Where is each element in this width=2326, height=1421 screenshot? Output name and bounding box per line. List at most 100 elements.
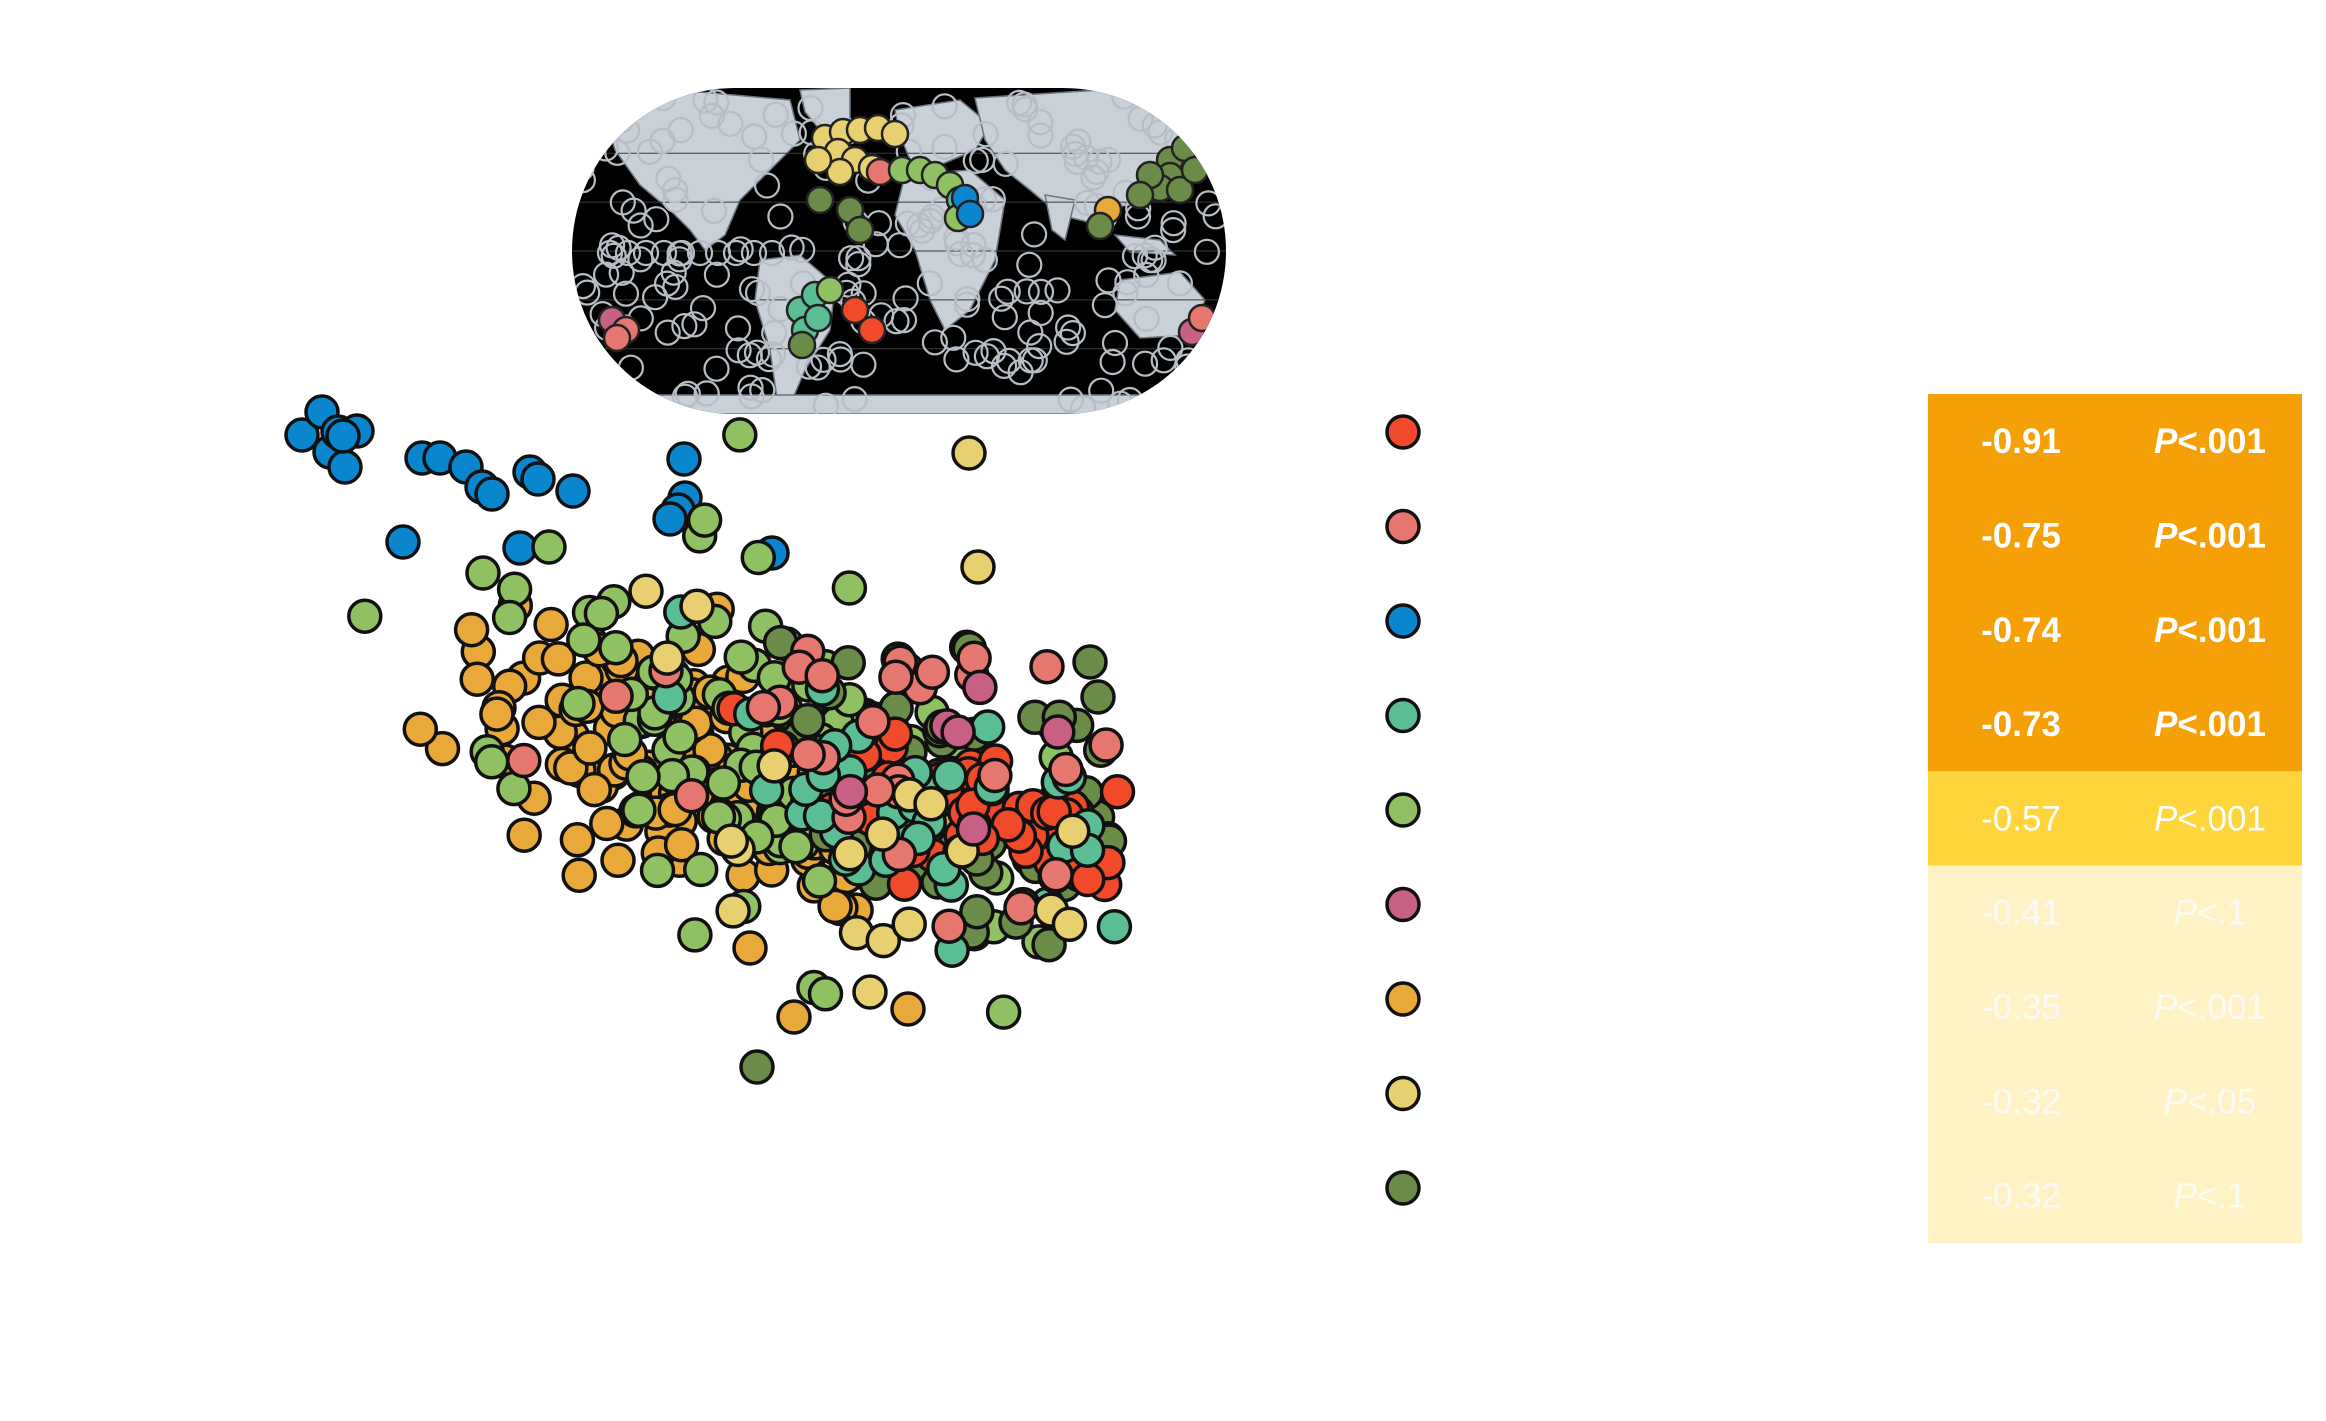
map-site (1160, 217, 1187, 244)
scatter-point (715, 893, 751, 929)
scatter-point (890, 991, 926, 1027)
correlation-value: -0.91 (1981, 422, 2061, 461)
map-site (762, 101, 789, 128)
table-row (1928, 1148, 2302, 1244)
map-site (1020, 221, 1048, 248)
map-site (789, 236, 816, 263)
map-site (845, 251, 872, 278)
map-site (753, 172, 781, 199)
map-site (972, 121, 999, 148)
map-site (988, 285, 1015, 312)
map-site (609, 189, 636, 216)
map-site (921, 329, 949, 356)
scatter-point (559, 822, 596, 858)
map-site (748, 146, 775, 173)
map-site (755, 346, 783, 373)
p-threshold: <.1 (2197, 1177, 2247, 1216)
scatter-point (1038, 857, 1074, 893)
map-site (741, 123, 768, 150)
scatter-plot (284, 394, 1136, 1085)
map-site (703, 261, 731, 288)
map-site (717, 110, 744, 138)
map-site-colored (602, 323, 632, 353)
map-site (1027, 278, 1055, 305)
map-site (573, 382, 601, 409)
scatter-point (914, 654, 951, 690)
map-site (703, 355, 730, 382)
map-site (588, 358, 616, 385)
map-site (1006, 89, 1033, 117)
map-site (1027, 109, 1054, 136)
map-site (962, 339, 989, 366)
map-site (744, 279, 772, 306)
map-site-colored (880, 119, 910, 149)
scatter-point (560, 685, 596, 722)
map-site-colored (825, 157, 855, 187)
scatter-point (732, 930, 768, 966)
map-site-colored (1125, 180, 1155, 210)
scatter-point (977, 757, 1013, 794)
scatter-point (1003, 890, 1039, 926)
scatter-point (473, 744, 510, 780)
scatter-point (686, 502, 723, 538)
map-site (1199, 111, 1226, 139)
map-site (1026, 333, 1053, 360)
scatter-point (576, 771, 613, 808)
map-site (1182, 89, 1210, 116)
map-site (845, 245, 872, 272)
map-site (1131, 350, 1159, 377)
scatter-point (506, 742, 542, 779)
table-row (1928, 488, 2302, 584)
scatter-point (956, 640, 992, 676)
p-symbol: P (2174, 894, 2198, 933)
scatter-point (606, 721, 643, 758)
p-value: P<.001 (2154, 705, 2266, 744)
scatter-point (628, 573, 664, 609)
scatter-point (649, 640, 685, 676)
map-site (1177, 389, 1204, 414)
map-site-colored (803, 303, 833, 333)
map-site (1114, 269, 1141, 296)
scatter-point (673, 777, 710, 814)
scatter-point (385, 524, 421, 560)
scatter-point (891, 906, 927, 942)
map-site (686, 239, 714, 267)
map-site (614, 239, 642, 267)
p-symbol: P (2154, 517, 2178, 556)
scatter-point (756, 748, 792, 784)
scatter-point (589, 805, 625, 842)
scatter-point (1048, 751, 1084, 788)
scatter-point (804, 657, 840, 694)
scatter-point (852, 974, 888, 1010)
map-site (736, 342, 763, 369)
map-site (767, 203, 794, 230)
table-row (1928, 959, 2302, 1055)
land-mass (572, 394, 1226, 414)
scatter-point (1051, 906, 1088, 943)
map-site (725, 337, 752, 364)
table-row (1928, 865, 2302, 961)
map-site (1202, 203, 1226, 230)
map-site (596, 239, 624, 267)
map-site (931, 133, 958, 160)
scatter-point (790, 736, 826, 773)
scatter-point (402, 711, 439, 747)
map-site (1099, 348, 1126, 376)
map-site (1160, 210, 1187, 237)
p-symbol: P (2174, 1177, 2198, 1216)
map-site (812, 392, 839, 414)
map-site (1083, 158, 1110, 185)
map-site (655, 165, 682, 192)
map-site (1157, 382, 1184, 409)
p-threshold: <.001 (2177, 422, 2266, 461)
scatter-point (666, 441, 702, 477)
scatter-point (959, 893, 995, 930)
scatter-point (940, 714, 976, 750)
scatter-point (864, 816, 901, 852)
p-value: P<.001 (2154, 799, 2266, 838)
p-threshold: <.1 (2197, 894, 2247, 933)
scatter-point (955, 811, 992, 847)
map-site (572, 273, 597, 300)
scatter-point (1096, 908, 1133, 945)
scatter-point (855, 703, 891, 740)
